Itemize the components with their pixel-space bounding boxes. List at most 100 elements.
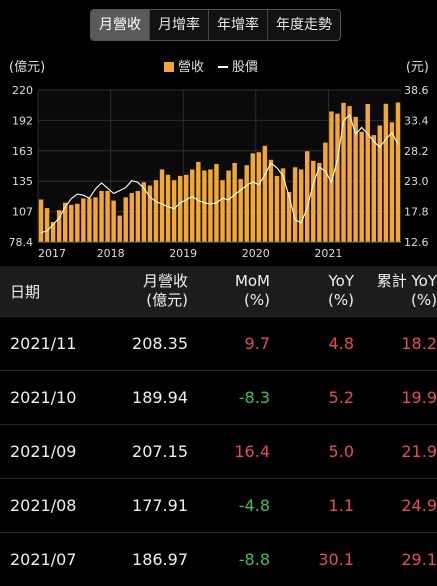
row-yoy: 5.0	[328, 442, 354, 461]
revenue-bar	[365, 103, 370, 242]
y-right-tick-label: 28.2	[404, 145, 429, 158]
legend-bar-swatch	[164, 62, 174, 72]
revenue-bar	[117, 215, 122, 242]
y-right-tick-label: 12.6	[404, 236, 429, 249]
x-tick-label: 2019	[169, 247, 197, 260]
x-tick-label: 2018	[97, 247, 125, 260]
row-mom: 9.7	[244, 334, 270, 353]
revenue-bar	[93, 197, 98, 242]
header-cum-title: 累計 YoY	[376, 272, 437, 290]
revenue-bar	[99, 190, 104, 242]
row-date: 2021/09	[10, 442, 77, 461]
header-cum-unit: (%)	[411, 291, 437, 309]
revenue-bar	[280, 168, 286, 242]
revenue-bar	[383, 103, 389, 242]
row-cum-yoy: 18.2	[401, 334, 437, 353]
y-left-tick-label: 107	[12, 206, 33, 219]
revenue-table: 日期 月營收 (億元) MoM (%) YoY (%) 累計 YoY (%) 2021/…	[0, 266, 437, 586]
revenue-bar	[50, 222, 56, 242]
revenue-bar	[81, 198, 86, 242]
row-revenue: 208.35	[132, 334, 188, 353]
header-cum-yoy: 累計 YoY (%)	[354, 272, 437, 310]
x-tick-label: 2020	[242, 247, 270, 260]
row-yoy: 4.8	[328, 334, 354, 353]
revenue-bar	[323, 142, 328, 242]
header-mom-unit: (%)	[244, 291, 270, 309]
y-left-tick-label: 192	[12, 114, 33, 127]
revenue-bar	[359, 131, 364, 242]
revenue-bar	[395, 102, 401, 242]
price-line	[40, 113, 399, 234]
tab-monthly-revenue[interactable]: 月營收	[91, 10, 150, 40]
revenue-bar	[329, 111, 334, 242]
y-right-tick-label: 33.4	[404, 114, 429, 127]
row-date: 2021/11	[10, 334, 77, 353]
row-date: 2021/07	[10, 550, 77, 569]
y-left-tick-label: 78.4	[9, 236, 34, 249]
row-cum-yoy: 21.9	[401, 442, 437, 461]
revenue-bar	[298, 169, 304, 242]
row-mom: -4.8	[238, 496, 270, 515]
revenue-bar	[87, 198, 92, 242]
legend-line-swatch	[218, 66, 229, 68]
revenue-bar	[226, 170, 231, 242]
revenue-bar	[184, 174, 189, 242]
row-revenue: 207.15	[132, 442, 188, 461]
header-yoy-title: YoY	[328, 272, 354, 290]
revenue-bar	[286, 191, 292, 242]
revenue-bar	[153, 180, 159, 242]
revenue-bar	[371, 135, 376, 242]
revenue-bar	[105, 190, 110, 242]
table-header: 日期 月營收 (億元) MoM (%) YoY (%) 累計 YoY (%)	[0, 266, 437, 316]
revenue-bar	[190, 169, 195, 242]
revenue-bar	[111, 200, 116, 242]
table-row[interactable]: 2021/11 208.35 9.7 4.8 18.2	[0, 316, 437, 370]
y-left-tick-label: 135	[12, 175, 33, 188]
tab-mom-rate[interactable]: 月增率	[150, 10, 209, 40]
revenue-bar	[220, 180, 225, 242]
revenue-bar	[250, 153, 255, 242]
revenue-bar	[262, 145, 268, 242]
x-tick-label: 2017	[38, 247, 66, 260]
row-date: 2021/08	[10, 496, 77, 515]
revenue-bar	[75, 203, 80, 242]
revenue-bar	[335, 113, 340, 242]
y-right-tick-label: 38.6	[404, 84, 429, 97]
row-revenue: 177.91	[132, 496, 188, 515]
revenue-bar	[244, 165, 249, 242]
revenue-bar	[268, 159, 274, 242]
revenue-bar	[159, 169, 165, 242]
tab-annual-trend[interactable]: 年度走勢	[268, 10, 340, 40]
left-unit-label: (億元)	[9, 60, 46, 75]
header-yoy: YoY (%)	[270, 272, 354, 310]
revenue-bar	[347, 106, 352, 243]
row-yoy: 5.2	[328, 388, 354, 407]
revenue-bar	[171, 180, 177, 242]
row-date: 2021/10	[10, 388, 77, 407]
revenue-bar	[305, 151, 310, 242]
tab-yoy-rate[interactable]: 年增率	[209, 10, 268, 40]
revenue-bar	[274, 175, 280, 242]
right-unit-label: (元)	[405, 60, 429, 75]
revenue-bar	[141, 182, 147, 242]
header-yoy-unit: (%)	[328, 291, 354, 309]
legend-line-label: 股價	[232, 60, 259, 75]
table-body: 2021/11 208.35 9.7 4.8 18.2 2021/10 189.94 -8.3…	[0, 316, 437, 586]
header-revenue-unit: (億元)	[146, 291, 188, 309]
row-yoy: 1.1	[328, 496, 354, 515]
revenue-bar	[56, 210, 62, 242]
table-row[interactable]: 2021/08 177.91 -4.8 1.1 24.9	[0, 478, 437, 532]
y-right-tick-label: 23.0	[404, 175, 429, 188]
revenue-bar	[292, 167, 298, 242]
row-yoy: 30.1	[318, 550, 354, 569]
y-left-tick-label: 163	[12, 145, 33, 158]
revenue-bar	[238, 179, 243, 242]
row-revenue: 186.97	[132, 550, 188, 569]
table-row[interactable]: 2021/10 189.94 -8.3 5.2 19.9	[0, 370, 437, 424]
header-mom: MoM (%)	[188, 272, 270, 310]
revenue-bar	[377, 125, 383, 242]
table-row[interactable]: 2021/09 207.15 16.4 5.0 21.9	[0, 424, 437, 478]
table-row[interactable]: 2021/07 186.97 -8.8 30.1 29.1	[0, 532, 437, 586]
x-tick-label: 2021	[314, 247, 342, 260]
revenue-bar	[63, 202, 68, 242]
